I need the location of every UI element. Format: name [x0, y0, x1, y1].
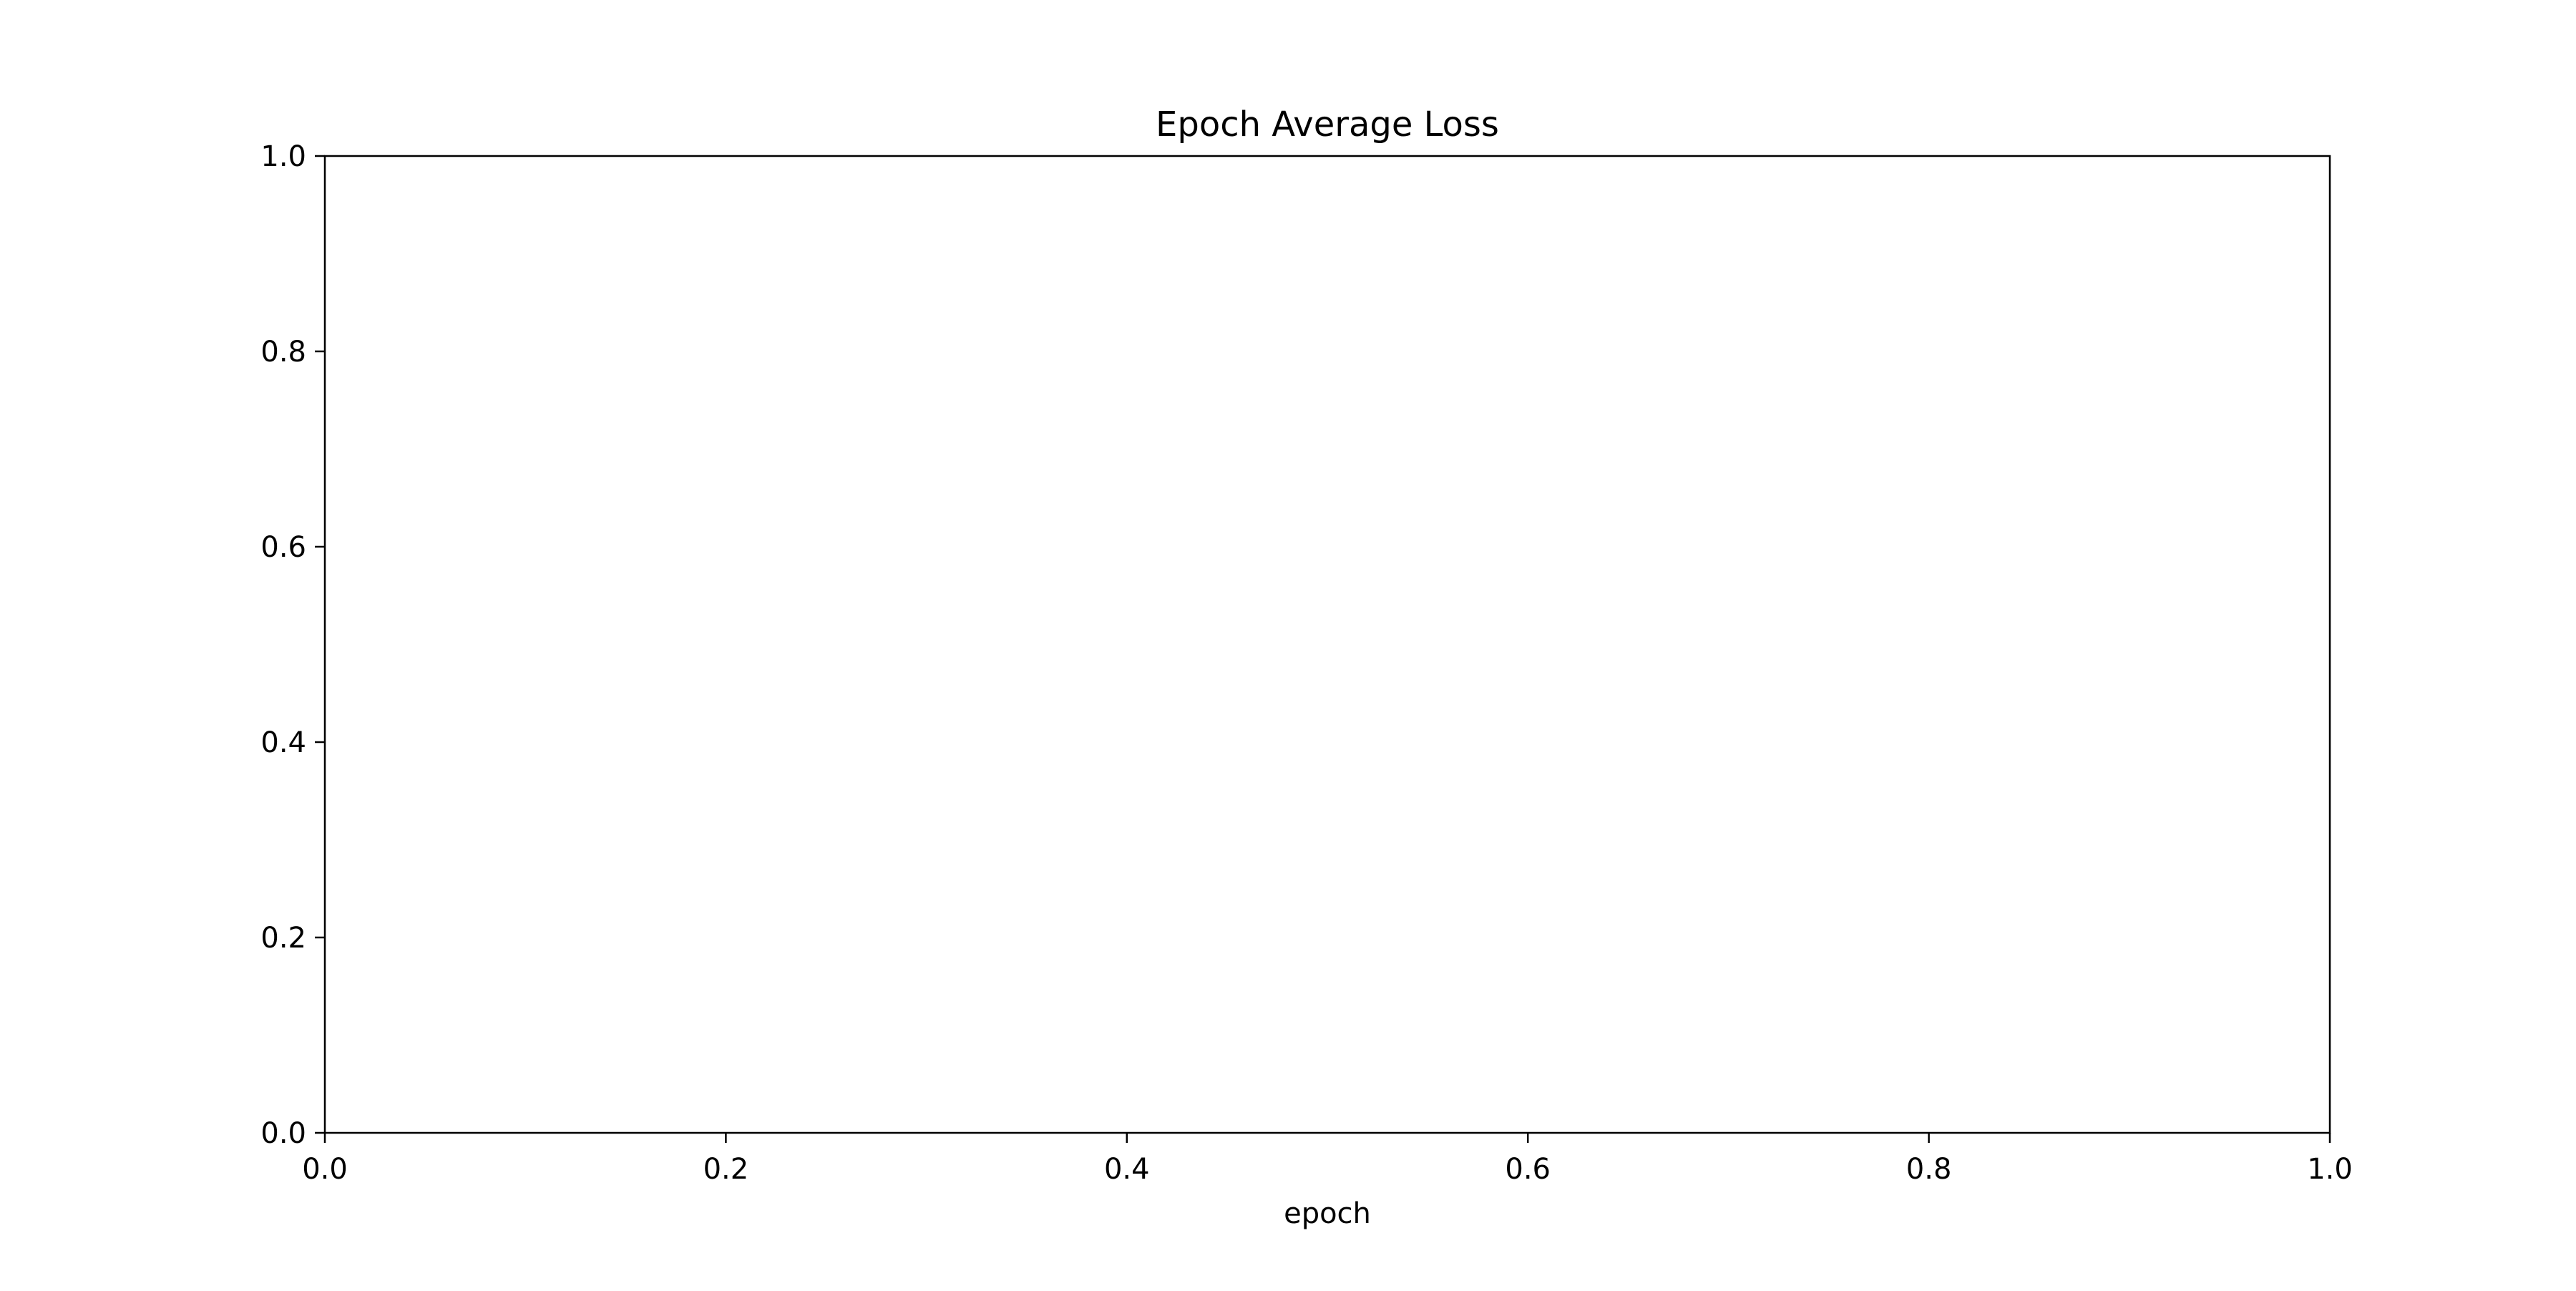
x-tick-label: 0.4 — [1104, 1153, 1150, 1186]
plot-area — [323, 155, 2331, 1134]
x-axis: 0.0 0.2 0.4 0.6 0.8 1.0 — [302, 1133, 2353, 1186]
x-tick-label: 1.0 — [2307, 1153, 2353, 1186]
x-tick-label: 0.8 — [1906, 1153, 1952, 1186]
y-tick-label: 1.0 — [260, 140, 306, 173]
y-tick-label: 0.4 — [260, 726, 306, 759]
x-axis-label: epoch — [1284, 1197, 1371, 1230]
y-tick-label: 0.6 — [260, 531, 306, 564]
y-tick-label: 0.0 — [260, 1117, 306, 1150]
x-tick-label: 0.0 — [302, 1153, 348, 1186]
x-tick-label: 0.6 — [1505, 1153, 1551, 1186]
y-axis: 0.0 0.2 0.4 0.6 0.8 1.0 — [260, 140, 325, 1150]
y-tick-label: 0.2 — [260, 922, 306, 955]
chart-title: Epoch Average Loss — [1156, 104, 1499, 145]
x-tick-label: 0.2 — [703, 1153, 749, 1186]
y-tick-label: 0.8 — [260, 336, 306, 369]
